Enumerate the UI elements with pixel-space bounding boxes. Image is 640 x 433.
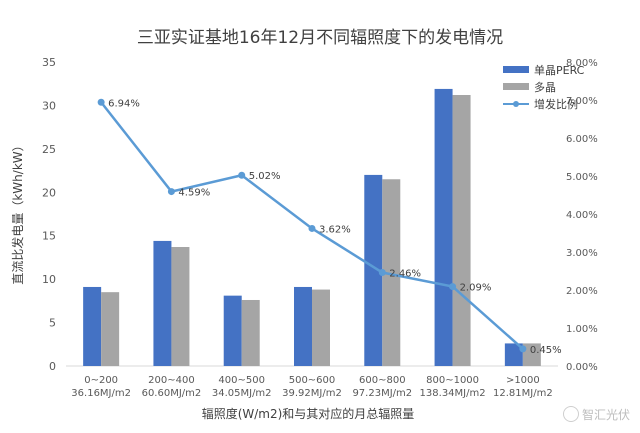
y-tick-label: 0: [49, 360, 56, 373]
legend-swatch: [503, 83, 529, 90]
legend-label: 增发比例: [534, 97, 578, 111]
x-tick-label: 500~600: [289, 375, 336, 386]
x-axis-label: 辐照度(W/m2)和与其对应的月总辐照量: [202, 406, 415, 421]
ratio-line: 6.94% 4.59% 5.02% 3.62% 2.46% 2.09% 0.45%: [97, 98, 562, 356]
ratio-data-label: 5.02%: [249, 171, 281, 182]
x-tick-label: 36.16MJ/m2: [71, 388, 131, 399]
y-axis-label: 直流比发电量（kWh/kW）: [10, 139, 25, 284]
bar: [434, 88, 453, 366]
bar: [171, 247, 190, 366]
y-tick-label: 25: [42, 143, 56, 156]
ratio-data-label: 6.94%: [108, 98, 140, 109]
y2-tick-label: 4.00%: [566, 210, 598, 221]
legend-label: 单晶PERC: [534, 64, 585, 77]
legend-label: 多晶: [534, 80, 556, 94]
x-tick-label: 34.05MJ/m2: [212, 388, 272, 399]
bar: [504, 343, 523, 366]
ratio-data-label: 2.09%: [460, 283, 492, 294]
y2-tick-label: 1.00%: [566, 324, 598, 335]
y-tick-label: 35: [42, 56, 56, 69]
x-tick-label: >1000: [506, 375, 540, 386]
x-tick-label: 97.23MJ/m2: [352, 388, 412, 399]
bar: [522, 343, 541, 366]
bar: [101, 292, 120, 366]
wechat-icon: [562, 406, 579, 422]
y2-tick-label: 3.00%: [566, 248, 598, 259]
x-tick-label: 800~1000: [426, 375, 479, 386]
chart-title: 三亚实证基地16年12月不同辐照度下的发电情况: [137, 28, 503, 48]
ratio-point: [519, 345, 527, 353]
ratio-data-label: 3.62%: [319, 224, 351, 235]
ratio-data-label: 0.45%: [530, 345, 562, 356]
y-tick-label: 15: [42, 230, 56, 243]
ratio-point: [449, 283, 457, 291]
ratio-point: [97, 98, 105, 106]
x-tick-label: 400~500: [218, 375, 265, 386]
x-tick-label: 200~400: [148, 375, 195, 386]
ratio-data-label: 4.59%: [178, 188, 210, 199]
watermark: 智汇光伏: [562, 406, 630, 423]
y2-tick-label: 6.00%: [566, 134, 598, 145]
x-tick-label: 12.81MJ/m2: [493, 388, 553, 399]
bar: [83, 286, 102, 366]
bars: [83, 88, 541, 367]
bar: [241, 299, 260, 366]
axes: 0 5 10 15 20 25 30 35 0.00% 1.00% 2.00% 3.00% 4.00% 5…: [42, 56, 598, 399]
bar: [153, 240, 172, 366]
y2-tick-label: 5.00%: [566, 172, 598, 183]
y2-tick-label: 2.00%: [566, 286, 598, 297]
x-tick-label: 0~200: [84, 375, 118, 386]
ratio-point: [308, 224, 316, 232]
ratio-point: [238, 171, 246, 179]
ratio-data-label: 2.46%: [389, 269, 421, 280]
bar: [312, 289, 330, 366]
y2-tick-label: 7.00%: [566, 96, 598, 107]
x-tick-label: 138.34MJ/m2: [420, 388, 486, 399]
y-tick-label: 5: [49, 317, 56, 330]
bar: [223, 295, 242, 366]
bar: [452, 95, 471, 367]
legend-marker: [513, 101, 519, 107]
y-tick-label: 20: [42, 186, 56, 199]
y2-tick-label: 0.00%: [566, 362, 598, 373]
y-tick-label: 30: [42, 99, 56, 112]
y2-tick-label: 8.00%: [566, 58, 598, 69]
x-tick-label: 600~800: [359, 375, 406, 386]
y-tick-label: 10: [42, 273, 56, 286]
bar: [382, 179, 401, 366]
legend-swatch: [503, 66, 529, 73]
x-tick-label: 60.60MJ/m2: [142, 388, 202, 399]
bar: [364, 174, 383, 366]
bar: [294, 286, 312, 366]
ratio-point: [378, 269, 386, 277]
ratio-point: [167, 188, 175, 196]
x-tick-label: 39.92MJ/m2: [282, 388, 342, 399]
watermark-text: 智汇光伏: [581, 408, 630, 422]
